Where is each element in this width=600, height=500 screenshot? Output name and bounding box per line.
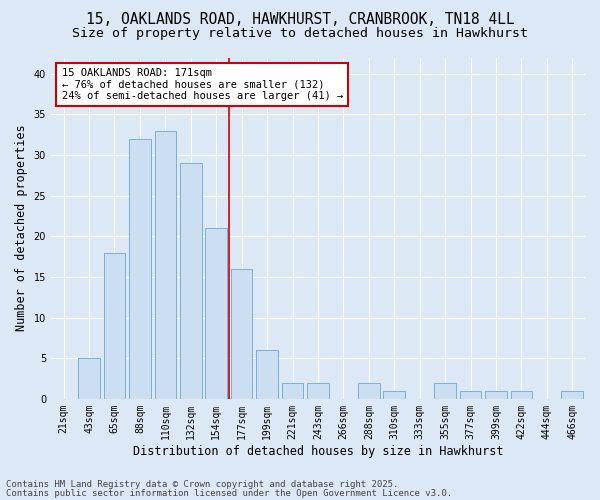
Bar: [282, 382, 304, 399]
Bar: [104, 252, 125, 399]
Bar: [485, 390, 507, 399]
Y-axis label: Number of detached properties: Number of detached properties: [15, 125, 28, 332]
Bar: [460, 390, 481, 399]
Text: Size of property relative to detached houses in Hawkhurst: Size of property relative to detached ho…: [72, 28, 528, 40]
Bar: [129, 139, 151, 399]
Bar: [256, 350, 278, 399]
Bar: [307, 382, 329, 399]
Text: 15 OAKLANDS ROAD: 171sqm
← 76% of detached houses are smaller (132)
24% of semi-: 15 OAKLANDS ROAD: 171sqm ← 76% of detach…: [62, 68, 343, 101]
Text: Contains public sector information licensed under the Open Government Licence v3: Contains public sector information licen…: [6, 490, 452, 498]
Text: 15, OAKLANDS ROAD, HAWKHURST, CRANBROOK, TN18 4LL: 15, OAKLANDS ROAD, HAWKHURST, CRANBROOK,…: [86, 12, 514, 28]
Bar: [180, 163, 202, 399]
Text: Contains HM Land Registry data © Crown copyright and database right 2025.: Contains HM Land Registry data © Crown c…: [6, 480, 398, 489]
Bar: [434, 382, 456, 399]
Bar: [205, 228, 227, 399]
Bar: [231, 269, 253, 399]
Bar: [511, 390, 532, 399]
Bar: [358, 382, 380, 399]
X-axis label: Distribution of detached houses by size in Hawkhurst: Distribution of detached houses by size …: [133, 444, 503, 458]
Bar: [155, 130, 176, 399]
Bar: [383, 390, 405, 399]
Bar: [562, 390, 583, 399]
Bar: [78, 358, 100, 399]
